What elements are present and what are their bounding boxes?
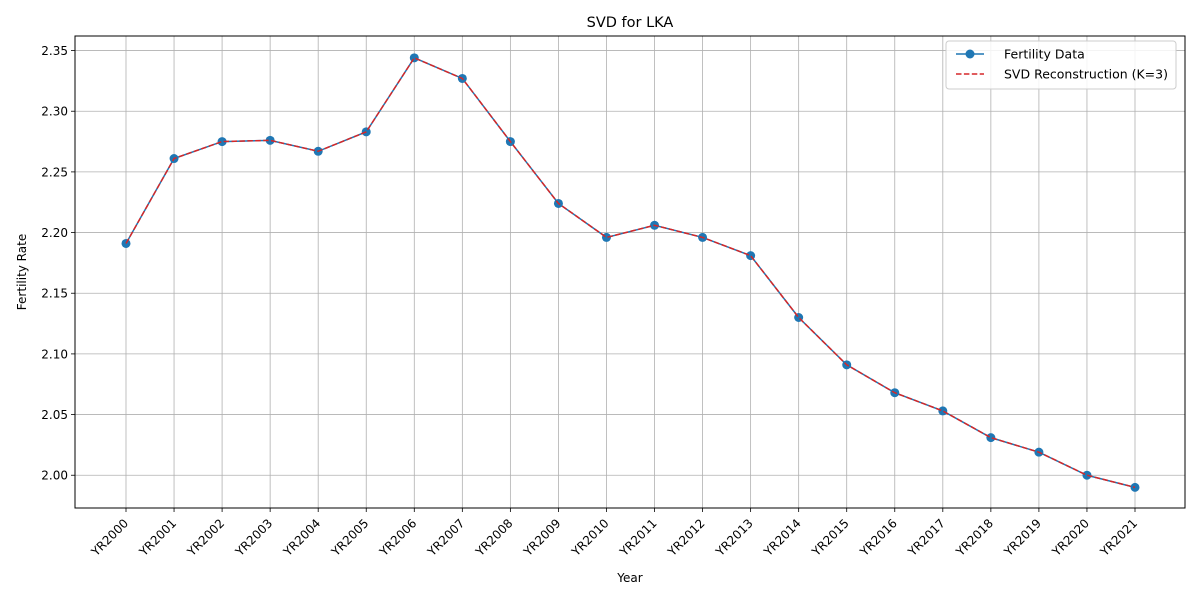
data-point-fertility-data	[601, 232, 611, 242]
y-tick-label: 2.15	[41, 287, 68, 301]
y-tick-label: 2.05	[41, 408, 68, 422]
y-tick-label: 2.20	[41, 226, 68, 240]
data-point-fertility-data	[265, 135, 275, 145]
legend-label-svd-reconstruction: SVD Reconstruction (K=3)	[1004, 67, 1168, 82]
legend-box	[945, 40, 1177, 90]
y-tick-label: 2.10	[41, 347, 68, 361]
legend-marker-fertility-data	[965, 49, 975, 59]
series-line-svd-reconstruction	[125, 56, 1136, 489]
y-tick-label: 2.25	[41, 165, 68, 179]
y-tick-label: 2.30	[41, 105, 68, 119]
data-point-fertility-data	[938, 406, 948, 416]
legend-label-fertility-data: Fertility Data	[1004, 47, 1085, 62]
y-axis-ticks: 2.00 2.05 2.10 2.15 2.20 2.25 2.30 2.35	[41, 44, 75, 483]
data-point-fertility-data	[409, 53, 419, 63]
data-point-fertility-data	[1082, 470, 1092, 480]
y-axis-label: Fertility Rate	[15, 234, 29, 310]
y-tick-label: 2.35	[41, 44, 68, 58]
legend: Fertility Data SVD Reconstruction (K=3)	[945, 40, 1177, 90]
data-point-fertility-data	[217, 137, 227, 147]
data-point-fertility-data	[986, 433, 996, 443]
y-tick-label: 2.00	[41, 469, 68, 483]
chart-title: SVD for LKA	[587, 15, 674, 31]
series-layer	[121, 53, 1140, 492]
plot-frame	[74, 35, 1186, 509]
x-axis-label: Year	[616, 571, 642, 585]
grid	[75, 36, 1185, 508]
